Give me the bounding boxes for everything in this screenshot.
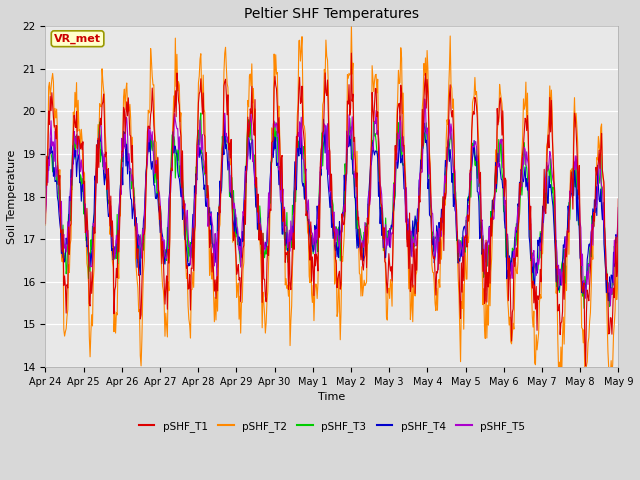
pSHF_T2 [419, 94, 427, 99]
Line: pSHF_T4: pSHF_T4 [45, 116, 618, 303]
pSHF_T3 [42, 192, 49, 198]
pSHF_T5 [169, 149, 177, 155]
pSHF_T1 [200, 90, 207, 96]
pSHF_T2 [200, 72, 207, 78]
pSHF_T1 [169, 134, 177, 140]
Line: pSHF_T5: pSHF_T5 [45, 99, 618, 306]
pSHF_T2 [348, 22, 355, 27]
pSHF_T4 [403, 203, 410, 209]
Text: VR_met: VR_met [54, 34, 101, 44]
pSHF_T1 [403, 218, 410, 224]
pSHF_T3 [169, 144, 177, 150]
Legend: pSHF_T1, pSHF_T2, pSHF_T3, pSHF_T4, pSHF_T5: pSHF_T1, pSHF_T2, pSHF_T3, pSHF_T4, pSHF… [134, 417, 529, 436]
pSHF_T1 [614, 196, 622, 202]
pSHF_T3 [200, 168, 208, 173]
pSHF_T1 [348, 50, 355, 56]
Line: pSHF_T2: pSHF_T2 [45, 24, 618, 375]
pSHF_T5 [607, 303, 614, 309]
pSHF_T3 [580, 305, 588, 311]
pSHF_T2 [614, 225, 622, 230]
pSHF_T1 [419, 143, 427, 149]
pSHF_T3 [52, 165, 60, 170]
pSHF_T4 [42, 185, 49, 191]
pSHF_T1 [582, 363, 589, 369]
pSHF_T4 [200, 172, 207, 178]
X-axis label: Time: Time [318, 392, 346, 402]
pSHF_T3 [403, 208, 410, 214]
pSHF_T3 [419, 145, 427, 151]
pSHF_T5 [614, 204, 622, 210]
pSHF_T2 [42, 222, 49, 228]
pSHF_T5 [200, 156, 207, 162]
pSHF_T5 [421, 96, 429, 102]
Y-axis label: Soil Temperature: Soil Temperature [7, 149, 17, 244]
pSHF_T4 [169, 129, 177, 135]
pSHF_T3 [111, 256, 118, 262]
pSHF_T4 [52, 178, 60, 184]
pSHF_T2 [111, 309, 118, 314]
pSHF_T2 [556, 372, 564, 378]
Line: pSHF_T1: pSHF_T1 [45, 53, 618, 366]
pSHF_T5 [42, 211, 49, 216]
pSHF_T1 [42, 220, 49, 226]
pSHF_T4 [111, 244, 118, 250]
pSHF_T4 [614, 225, 622, 230]
pSHF_T5 [111, 255, 118, 261]
pSHF_T4 [607, 300, 614, 306]
pSHF_T1 [111, 287, 118, 293]
pSHF_T1 [52, 136, 60, 142]
pSHF_T2 [403, 219, 410, 225]
pSHF_T5 [402, 219, 410, 225]
pSHF_T5 [52, 174, 60, 180]
pSHF_T4 [419, 133, 427, 139]
pSHF_T3 [614, 226, 622, 232]
Title: Peltier SHF Temperatures: Peltier SHF Temperatures [244, 7, 419, 21]
pSHF_T2 [52, 115, 60, 121]
pSHF_T3 [197, 110, 205, 116]
pSHF_T5 [419, 169, 426, 175]
pSHF_T2 [169, 119, 177, 124]
pSHF_T4 [221, 113, 228, 119]
Line: pSHF_T3: pSHF_T3 [45, 113, 618, 308]
